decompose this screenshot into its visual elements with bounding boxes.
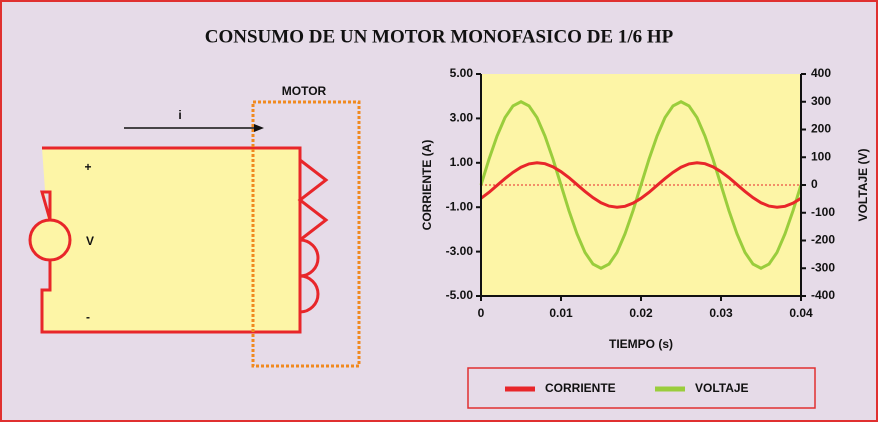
y2-tick-label: -100 (811, 205, 835, 219)
y2-tick-label: 200 (811, 122, 831, 136)
y2-tick-label: 400 (811, 66, 831, 80)
y-tick-label: -3.00 (446, 244, 474, 258)
y2-tick-label: -300 (811, 260, 835, 274)
y-axis-label: CORRIENTE (A) (420, 140, 434, 231)
voltage-label: V (86, 234, 94, 248)
source (28, 218, 72, 262)
title: CONSUMO DE UN MOTOR MONOFASICO DE 1/6 HP (205, 26, 674, 47)
minus-label: - (86, 310, 90, 324)
legend-label: VOLTAJE (695, 381, 749, 395)
resistor (297, 158, 329, 242)
plus-label: + (84, 160, 91, 174)
y-tick-label: 5.00 (450, 66, 474, 80)
y2-tick-label: 300 (811, 94, 831, 108)
y-tick-label: -1.00 (446, 199, 474, 213)
inductor (299, 238, 320, 314)
y-tick-label: -5.00 (446, 288, 474, 302)
x-tick-label: 0 (478, 306, 485, 320)
y2-tick-label: 0 (811, 177, 818, 191)
series-line (480, 161, 802, 209)
legend-label: CORRIENTE (545, 381, 616, 395)
x-tick-label: 0.03 (709, 306, 733, 320)
y-tick-label: 3.00 (450, 111, 474, 125)
chart (479, 74, 803, 296)
x-tick-label: 0.04 (789, 306, 813, 320)
circuit: MOTOR i + V - (28, 84, 361, 368)
y2-tick-label: 100 (811, 149, 831, 163)
y2-tick-label: -400 (811, 288, 835, 302)
x-axis-label: TIEMPO (s) (609, 337, 673, 351)
y2-tick-label: -200 (811, 233, 835, 247)
circuit-body (40, 146, 302, 334)
series-line (479, 100, 803, 270)
motor-box (251, 100, 361, 368)
y-tick-label: 1.00 (450, 155, 474, 169)
y2-axis-label: VOLTAJE (V) (856, 149, 870, 222)
x-tick-label: 0.01 (549, 306, 573, 320)
current-label: i (178, 108, 181, 122)
motor-label: MOTOR (282, 84, 327, 98)
arrow-head (254, 124, 264, 132)
x-tick-label: 0.02 (629, 306, 653, 320)
